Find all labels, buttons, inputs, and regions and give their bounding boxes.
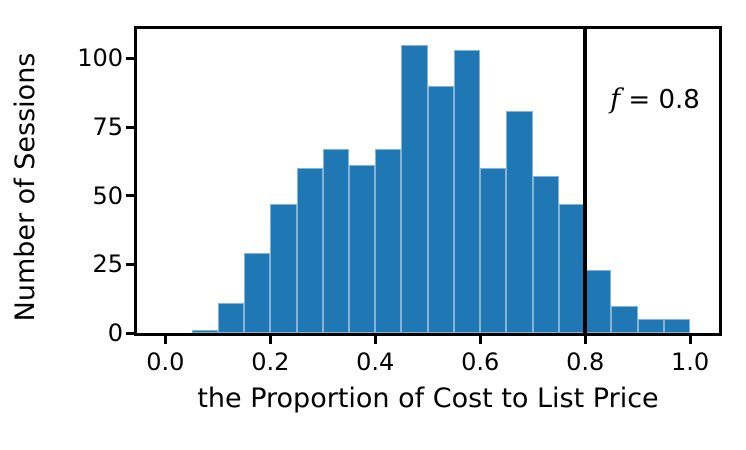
x-tick-mark: [373, 336, 377, 344]
histogram-bar: [663, 319, 691, 333]
x-tick-mark: [268, 336, 272, 344]
histogram-bar: [637, 319, 664, 333]
threshold-annotation: f = 0.8: [595, 84, 715, 116]
x-tick-label: 1.0: [671, 348, 710, 376]
histogram-bar: [401, 44, 428, 333]
x-tick-label: 0.8: [566, 348, 605, 376]
histogram-bar: [270, 203, 297, 333]
x-tick-mark: [478, 336, 482, 344]
y-tick-mark: [126, 125, 134, 129]
histogram-bar: [506, 110, 533, 333]
histogram-bar: [480, 168, 507, 333]
histogram-bar: [349, 165, 376, 333]
y-tick-label: 75: [92, 113, 123, 142]
x-axis-label: the Proportion of Cost to List Price: [197, 383, 659, 414]
x-tick-mark: [583, 336, 587, 344]
histogram-bar: [244, 253, 271, 333]
y-tick-label: 0: [107, 319, 123, 347]
threshold-line: [583, 29, 588, 333]
y-tick-mark: [126, 331, 134, 335]
histogram-bar: [296, 168, 323, 333]
histogram-bar: [558, 203, 586, 333]
x-tick-label: 0.2: [251, 348, 290, 376]
x-tick-label: 0.4: [356, 348, 395, 376]
histogram-bar: [585, 269, 612, 333]
histogram-bar: [532, 176, 559, 333]
histogram-bar: [191, 330, 218, 333]
y-tick-label: 100: [77, 44, 123, 73]
y-tick-mark: [126, 262, 134, 266]
histogram-bar: [611, 305, 638, 333]
x-tick-mark: [688, 336, 692, 344]
y-tick-label: 50: [92, 181, 123, 210]
annotation-value: = 0.8: [620, 85, 700, 115]
histogram-bar: [217, 302, 245, 333]
plot-canvas: f = 0.8: [137, 29, 719, 333]
histogram-bar: [322, 149, 349, 333]
histogram-bar: [375, 149, 402, 333]
y-tick-label: 25: [92, 250, 123, 279]
x-tick-label: 0.6: [461, 348, 500, 376]
histogram-bar: [453, 50, 481, 333]
x-tick-mark: [163, 336, 167, 344]
histogram-bar: [427, 85, 454, 333]
annotation-variable: f: [610, 84, 621, 115]
plot-area: f = 0.8: [134, 26, 722, 336]
y-tick-mark: [126, 56, 134, 60]
y-tick-mark: [126, 194, 134, 198]
x-tick-label: 0.0: [146, 348, 185, 376]
